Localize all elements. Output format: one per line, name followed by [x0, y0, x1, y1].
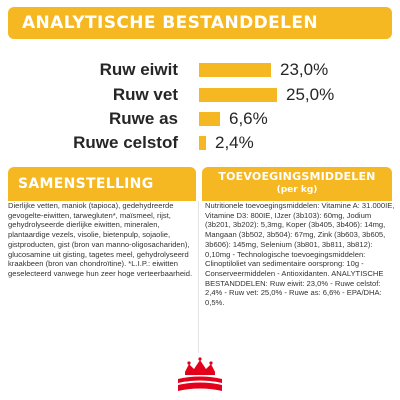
analysis-label: Ruwe as	[109, 109, 178, 128]
analysis-bar	[199, 88, 277, 102]
royal-canin-logo-icon	[178, 357, 222, 391]
analysis-label: Ruwe celstof	[73, 133, 178, 152]
analysis-row-fibre: Ruwe celstof 2,4%	[0, 131, 400, 155]
analysis-value: 6,6%	[229, 109, 268, 128]
analysis-row-fat: Ruw vet 25,0%	[0, 83, 400, 107]
composition-title: SAMENSTELLING	[8, 167, 196, 201]
additives-text: Nutritionele toevoegingsmiddelen: Vitami…	[205, 201, 395, 308]
analysis-value: 25,0%	[286, 85, 335, 104]
column-divider	[198, 201, 199, 353]
composition-text: Dierlijke vetten, maniok (tapioca), gede…	[8, 201, 193, 278]
analysis-title: ANALYTISCHE BESTANDDELEN	[8, 7, 392, 39]
additives-header: TOEVOEGINGSMIDDELEN (per kg)	[202, 167, 392, 201]
analysis-value: 23,0%	[280, 60, 329, 79]
analysis-bar	[199, 63, 271, 77]
additives-title: TOEVOEGINGSMIDDELEN	[218, 170, 376, 183]
additives-subtitle: (per kg)	[276, 185, 318, 195]
analysis-row-protein: Ruw eiwit 23,0%	[0, 58, 400, 82]
analysis-bar	[199, 136, 206, 150]
analysis-bar	[199, 112, 220, 126]
analysis-label: Ruw vet	[112, 85, 178, 104]
analysis-label: Ruw eiwit	[99, 60, 178, 79]
analysis-row-ash: Ruwe as 6,6%	[0, 107, 400, 131]
analysis-value: 2,4%	[215, 133, 254, 152]
